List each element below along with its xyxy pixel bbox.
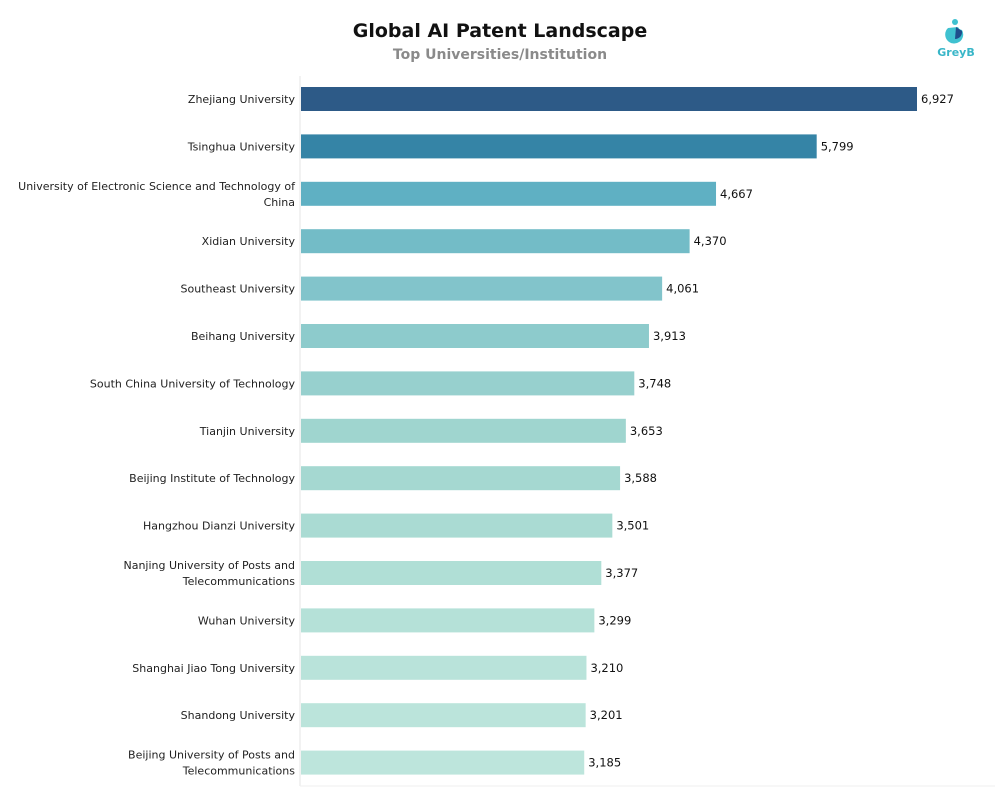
- category-label: Tianjin University: [199, 425, 296, 438]
- bar: [301, 608, 595, 633]
- category-label: Nanjing University of Posts and Telecommu…: [123, 559, 295, 588]
- bar: [301, 418, 626, 443]
- category-label: Southeast University: [180, 283, 295, 296]
- category-label: South China University of Technology: [90, 377, 296, 390]
- greyb-logo-icon: [945, 19, 964, 44]
- chart-subtitle: Top Universities/Institution: [392, 47, 608, 63]
- bar: [301, 371, 635, 396]
- category-label: Tsinghua University: [187, 140, 296, 153]
- bar: [301, 466, 621, 491]
- bar: [301, 750, 585, 775]
- value-label: 3,588: [624, 471, 657, 485]
- bar: [301, 229, 690, 254]
- value-label: 3,185: [588, 756, 621, 770]
- value-label: 3,501: [616, 519, 649, 533]
- category-label: University of Electronic Science and Tec…: [18, 180, 296, 209]
- chart-title: Global AI Patent Landscape: [352, 20, 648, 42]
- value-label: 4,061: [666, 282, 699, 296]
- category-label: Hangzhou Dianzi University: [143, 520, 295, 533]
- value-label: 3,377: [605, 566, 638, 580]
- value-label: 4,667: [720, 187, 753, 201]
- bar: [301, 87, 917, 111]
- bar: [301, 513, 613, 538]
- value-label: 3,299: [598, 613, 631, 627]
- category-label: Beijing Institute of Technology: [129, 472, 295, 485]
- bar: [301, 703, 586, 728]
- bar: [301, 324, 649, 348]
- value-label: 3,913: [653, 329, 686, 343]
- category-label: Xidian University: [202, 235, 296, 248]
- value-label: 3,653: [630, 424, 663, 438]
- value-label: 3,201: [590, 708, 623, 722]
- bar: [301, 276, 663, 301]
- value-label: 5,799: [821, 139, 854, 153]
- category-label: Shandong University: [181, 709, 296, 722]
- bar: [301, 134, 817, 159]
- greyb-logo: GreyB: [934, 16, 978, 66]
- bar: [301, 561, 602, 585]
- value-label: 4,370: [694, 234, 727, 248]
- value-label: 6,927: [921, 92, 954, 106]
- category-label: Beihang University: [191, 330, 296, 343]
- category-label: Shanghai Jiao Tong University: [132, 662, 295, 675]
- greyb-logo-text: GreyB: [937, 46, 975, 59]
- bar: [301, 655, 587, 680]
- value-label: 3,748: [638, 376, 671, 390]
- value-label: 3,210: [590, 661, 623, 675]
- bar: [301, 181, 717, 206]
- category-label: Zhejiang University: [188, 93, 296, 106]
- category-label: Beijing University of Posts and Telecommu…: [128, 749, 295, 778]
- category-label: Wuhan University: [198, 614, 296, 627]
